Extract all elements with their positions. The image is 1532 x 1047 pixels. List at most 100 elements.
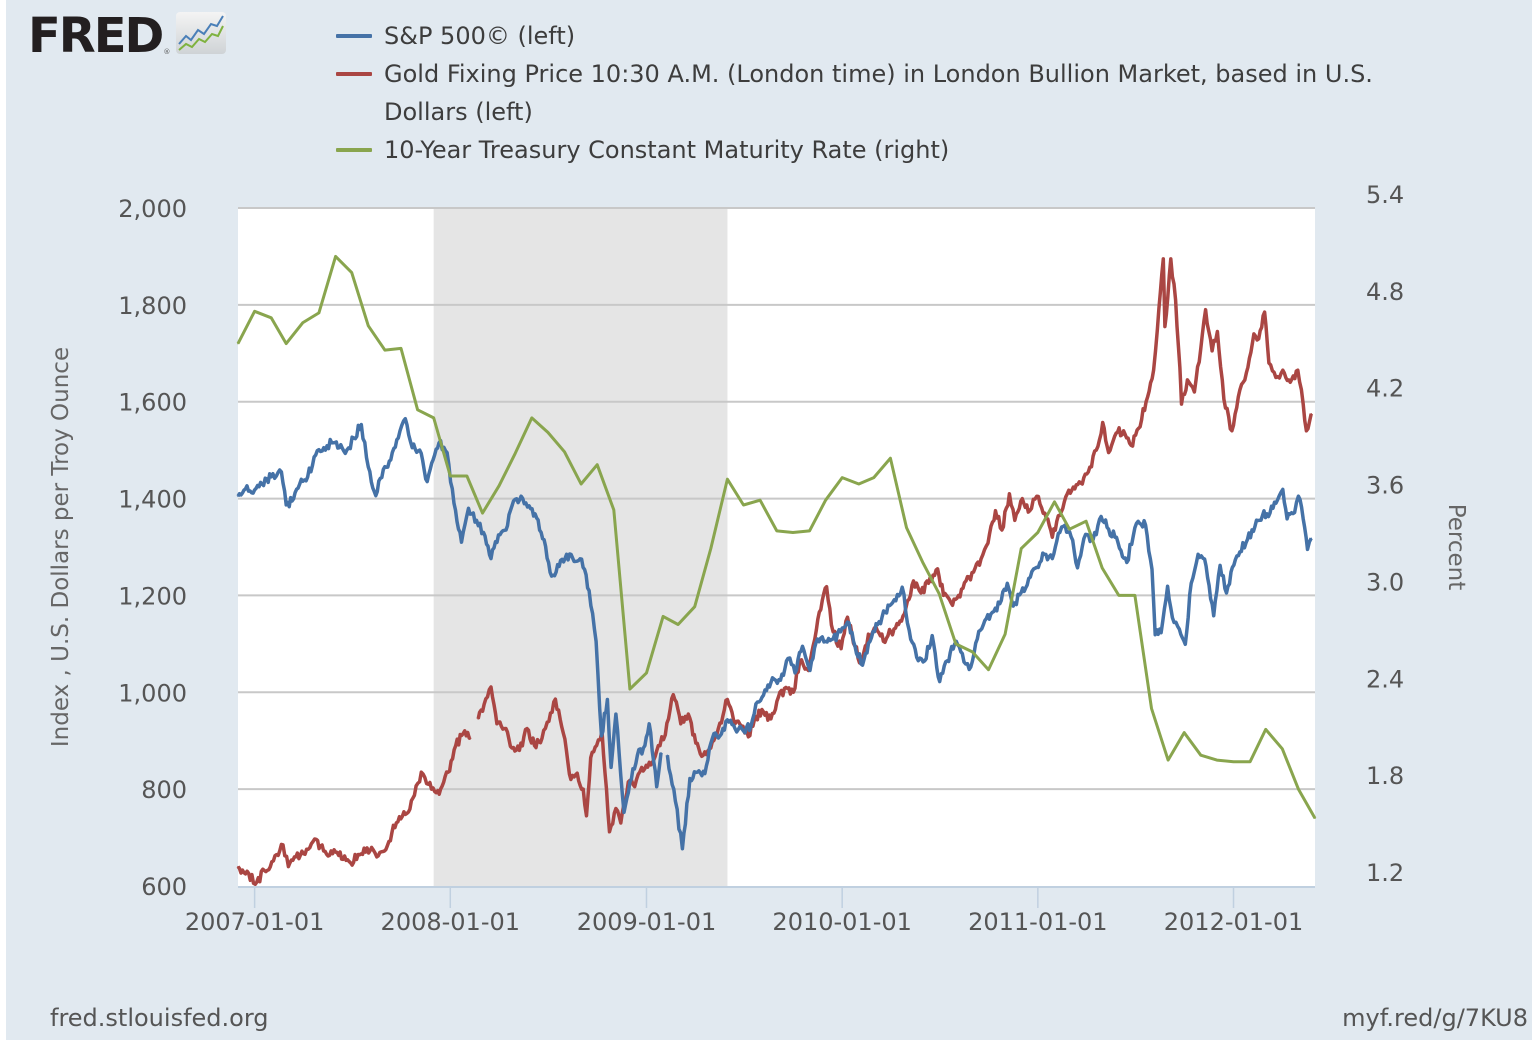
data-point-gold: [1263, 311, 1266, 313]
data-point-sp500: [580, 558, 583, 560]
data-point-treasury: [285, 342, 288, 345]
data-point-gold: [1310, 413, 1313, 415]
data-point-gold: [1156, 328, 1159, 330]
right-tick-label: 1.8: [1366, 762, 1404, 790]
data-point-treasury: [514, 452, 516, 455]
data-point-sp500: [704, 772, 706, 775]
data-point-gold: [447, 771, 449, 773]
data-point-gold: [585, 814, 588, 817]
short-link[interactable]: myf.red/g/7KU8: [1342, 1004, 1528, 1032]
data-point-gold: [1216, 330, 1219, 333]
legend-item-gold[interactable]: Gold Fixing Price 10:30 A.M. (London tim…: [336, 55, 1446, 131]
data-point-sp500: [1286, 518, 1288, 520]
data-point-gold: [1130, 444, 1132, 447]
data-point-sp500: [976, 638, 979, 640]
data-point-gold: [342, 858, 344, 861]
data-point-treasury: [889, 457, 892, 460]
data-point-sp500: [397, 437, 400, 439]
data-point-sp500: [1197, 553, 1199, 556]
fred-logo[interactable]: FRED ®: [28, 12, 227, 60]
data-point-gold: [1268, 362, 1270, 364]
data-point-gold: [282, 844, 284, 846]
legend-item-sp500[interactable]: S&P 500© (left): [336, 17, 1446, 55]
data-point-sp500: [1114, 536, 1116, 539]
data-point-gold: [237, 865, 239, 868]
data-point-sp500: [606, 698, 609, 701]
data-point-sp500: [1171, 616, 1174, 619]
data-point-treasury: [580, 483, 582, 485]
source-link[interactable]: fred.stlouisfed.org: [50, 1004, 269, 1032]
data-point-gold: [649, 764, 652, 766]
data-point-gold: [319, 845, 322, 847]
data-point-treasury: [710, 547, 712, 550]
data-point-sp500: [983, 619, 986, 622]
data-point-sp500: [861, 664, 864, 666]
data-point-treasury: [1232, 760, 1235, 763]
data-point-sp500: [497, 534, 500, 536]
data-point-gold: [755, 715, 757, 718]
data-point-sp500: [467, 507, 470, 510]
data-point-gold: [762, 710, 765, 713]
data-point-sp500: [1043, 553, 1046, 556]
data-point-sp500: [1154, 633, 1157, 636]
data-point-sp500: [595, 640, 597, 643]
data-point-treasury: [253, 310, 256, 313]
data-point-treasury: [955, 643, 957, 645]
data-point-sp500: [1059, 531, 1061, 534]
data-point-gold: [469, 737, 472, 740]
data-point-sp500: [734, 727, 736, 730]
data-point-sp500: [1100, 515, 1102, 518]
data-point-gold: [391, 831, 393, 834]
data-point-sp500: [360, 423, 363, 426]
data-point-sp500: [1190, 582, 1192, 585]
data-point-gold: [427, 783, 430, 786]
data-point-gold: [526, 727, 528, 730]
data-point-treasury: [612, 509, 615, 511]
data-point-sp500: [352, 437, 355, 439]
data-point-sp500: [832, 638, 834, 640]
data-point-sp500: [291, 500, 293, 502]
right-axis-title: Percent: [1443, 504, 1469, 591]
data-point-sp500: [1051, 557, 1054, 560]
data-point-sp500: [1166, 585, 1169, 588]
data-point-sp500: [1012, 605, 1014, 607]
right-tick-label: 1.2: [1366, 859, 1404, 887]
data-point-gold: [462, 732, 464, 735]
data-point-gold: [994, 509, 997, 512]
data-point-sp500: [615, 713, 617, 715]
data-point-gold: [357, 853, 359, 856]
data-point-sp500: [846, 621, 849, 623]
data-point-treasury: [677, 623, 679, 626]
data-point-treasury: [302, 321, 304, 324]
data-point-treasury: [350, 271, 353, 274]
data-point-gold: [792, 691, 795, 694]
left-tick-label: 1,200: [118, 582, 187, 610]
data-point-sp500: [389, 459, 392, 461]
data-point-sp500: [475, 519, 478, 522]
data-point-gold: [1122, 429, 1125, 432]
data-point-sp500: [696, 771, 699, 773]
data-point-gold: [263, 869, 266, 872]
data-point-gold: [1253, 333, 1255, 335]
data-point-gold: [1211, 350, 1213, 352]
data-point-sp500: [644, 744, 646, 747]
data-point-sp500: [854, 645, 856, 648]
data-point-gold: [1204, 308, 1207, 311]
right-tick-label: 3.0: [1366, 568, 1404, 596]
data-point-sp500: [674, 800, 677, 803]
data-point-treasury: [971, 651, 974, 653]
data-point-treasury: [1264, 728, 1267, 731]
data-point-gold: [972, 571, 975, 573]
data-point-sp500: [901, 586, 904, 588]
data-point-sp500: [253, 489, 256, 491]
data-point-gold: [574, 773, 577, 776]
data-point-sp500: [629, 781, 631, 783]
data-point-gold: [672, 693, 675, 696]
left-tick-label: 600: [141, 873, 187, 901]
data-point-treasury: [334, 255, 337, 258]
data-point-sp500: [1121, 555, 1124, 558]
legend-item-treasury[interactable]: 10-Year Treasury Constant Maturity Rate …: [336, 131, 1446, 169]
data-point-gold: [582, 788, 585, 790]
data-point-sp500: [681, 847, 684, 850]
data-point-sp500: [1276, 499, 1279, 501]
